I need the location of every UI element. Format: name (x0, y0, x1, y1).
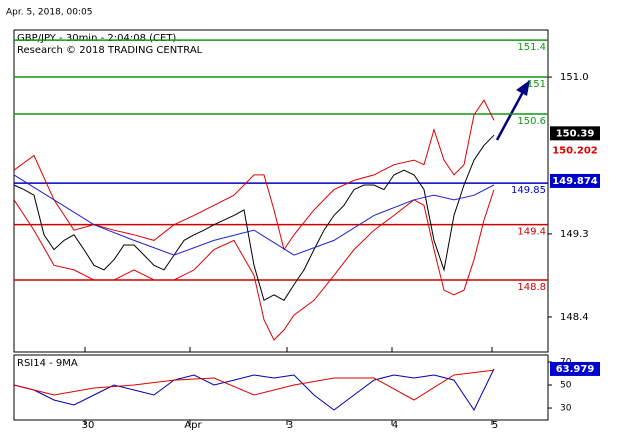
x-tick-label: 5 (492, 420, 498, 431)
level-label: 151.4 (517, 42, 546, 53)
x-tick-label: 3 (287, 420, 293, 431)
price-label: 150.202 (552, 146, 598, 157)
price-label: 150.39 (556, 128, 595, 139)
level-label: 149.85 (511, 185, 546, 196)
rsi-title: RSI14 - 9MA (17, 358, 78, 369)
y-tick-label: 148.4 (560, 312, 589, 323)
price-label: 63.979 (556, 364, 595, 375)
chart-subtitle: Research © 2018 TRADING CENTRAL (17, 45, 203, 56)
price-box (550, 361, 600, 376)
chart-title: GBP/JPY - 30min - 2:04:08 (CET) (17, 33, 176, 44)
series-line (13, 174, 495, 256)
y-tick-label: 50 (560, 381, 572, 391)
y-tick-label: 151.0 (560, 72, 589, 83)
price-label: 149.874 (552, 176, 598, 187)
price-box (550, 173, 600, 188)
level-label: 148.8 (517, 282, 546, 293)
y-tick-label: 30 (560, 404, 572, 414)
series-line (13, 99, 495, 251)
price-box (550, 126, 600, 141)
x-tick-label: 30 (82, 420, 95, 431)
forecast-arrow (495, 80, 530, 141)
y-tick-label: 149.3 (560, 229, 589, 240)
series-line (13, 369, 495, 401)
series-line (13, 134, 495, 302)
caption: Apr. 5, 2018, 00:05 (6, 8, 92, 18)
main-panel (13, 29, 549, 353)
x-tick-label: 4 (392, 420, 398, 431)
x-tick-label: Apr (184, 420, 202, 431)
level-label: 151 (527, 79, 546, 90)
series-line (13, 368, 495, 412)
level-label: 150.6 (517, 116, 546, 127)
level-label: 149.4 (517, 227, 546, 238)
series-line (13, 189, 495, 341)
